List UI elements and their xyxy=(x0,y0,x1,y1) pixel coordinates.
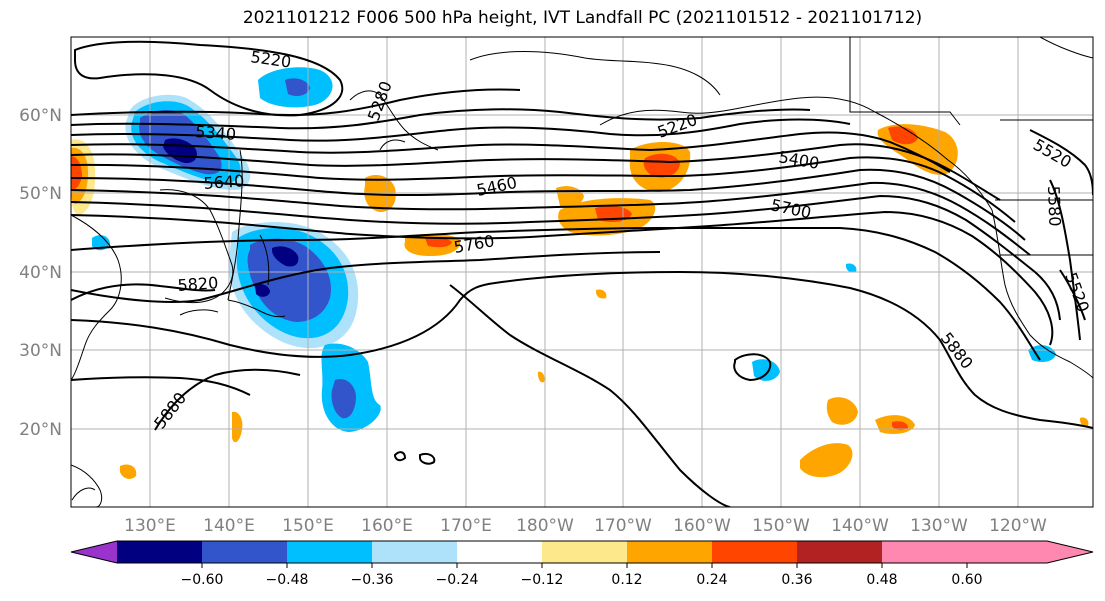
colorbar-tick-label: 0.60 xyxy=(951,572,982,588)
lat-label: 20°N xyxy=(19,420,62,440)
colorbar-segment xyxy=(117,541,202,563)
contour-label: 5820 xyxy=(177,273,219,295)
colorbar-tick-label: 0.24 xyxy=(696,572,727,588)
colorbar-extend-high-tip xyxy=(967,541,1093,563)
lon-label: 150°E xyxy=(282,516,334,536)
map-border xyxy=(70,36,1094,508)
contour-label: 5580 xyxy=(1044,185,1064,226)
lon-label: 140°W xyxy=(831,516,889,536)
negative-ivt-region-japan xyxy=(228,221,359,349)
lon-label: 170°W xyxy=(594,516,652,536)
colorbar-segment xyxy=(627,541,712,563)
colorbar: −0.60 −0.48 −0.36 −0.24 −0.12 0.12 0.24 … xyxy=(70,540,1094,588)
colorbar-tick-label: −0.36 xyxy=(351,572,394,588)
colorbar-segment xyxy=(712,541,797,563)
colorbar-segment xyxy=(542,541,627,563)
lon-label: 130°W xyxy=(910,516,968,536)
ivt-shading xyxy=(71,67,1089,479)
colorbar-segment xyxy=(797,541,882,563)
colorbar-tick-label: −0.24 xyxy=(436,572,479,588)
height-contours xyxy=(71,40,1093,507)
positive-ivt-region-bering xyxy=(364,175,461,256)
colorbar-tick-label: 0.12 xyxy=(611,572,642,588)
colorbar-segment xyxy=(372,541,457,563)
lon-label: 120°W xyxy=(989,516,1047,536)
colorbar-tick-label: −0.60 xyxy=(181,572,224,588)
colorbar-tick-labels: −0.60 −0.48 −0.36 −0.24 −0.12 0.12 0.24 … xyxy=(181,572,983,588)
colorbar-ticks xyxy=(201,563,968,568)
colorbar-segment xyxy=(202,541,287,563)
lon-label: 140°E xyxy=(203,516,255,536)
colorbar-segment xyxy=(287,541,372,563)
lon-label: 150°W xyxy=(752,516,810,536)
contour-label: 5640 xyxy=(203,171,245,193)
lon-label: 160°E xyxy=(361,516,413,536)
lon-label: 170°E xyxy=(440,516,492,536)
lon-label: 130°E xyxy=(124,516,176,536)
contour-label: 5340 xyxy=(195,122,237,144)
longitude-labels: 130°E 140°E 150°E 160°E 170°E 180°W 170°… xyxy=(124,516,1047,536)
colorbar-extend-low xyxy=(71,541,117,563)
lat-label: 60°N xyxy=(19,106,62,126)
colorbar-tick-label: 0.36 xyxy=(781,572,812,588)
positive-ivt-region-gulf-alaska xyxy=(877,124,958,175)
colorbar-tick-label: 0.48 xyxy=(866,572,897,588)
lat-label: 50°N xyxy=(19,184,62,204)
colorbar-segment xyxy=(882,541,967,563)
lat-label: 40°N xyxy=(19,263,62,283)
lon-label: 160°W xyxy=(673,516,731,536)
latitude-labels: 60°N 50°N 40°N 30°N 20°N xyxy=(19,106,62,440)
lat-label: 30°N xyxy=(19,341,62,361)
negative-ivt-region-tail xyxy=(92,67,1056,432)
map-title: 2021101212 F006 500 hPa height, IVT Land… xyxy=(242,8,923,28)
colorbar-tick-label: −0.48 xyxy=(266,572,309,588)
colorbar-outline xyxy=(70,540,1094,564)
colorbar-tick-label: −0.12 xyxy=(521,572,564,588)
colorbar-segment xyxy=(457,541,542,563)
lon-label: 180°W xyxy=(516,516,574,536)
